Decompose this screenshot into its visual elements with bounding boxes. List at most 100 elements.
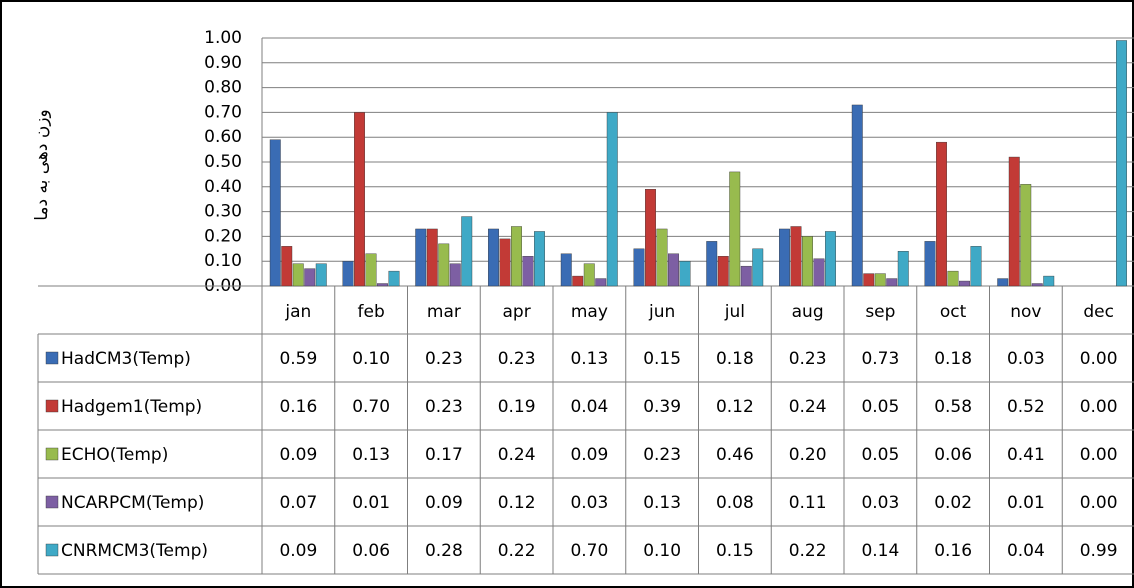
table-value: 0.13	[643, 493, 681, 513]
table-value: 0.16	[934, 541, 972, 561]
bar	[304, 268, 316, 287]
bar	[802, 236, 813, 287]
table-value: 0.03	[1007, 349, 1045, 369]
x-tick-label: apr	[503, 302, 531, 322]
table-value: 0.06	[352, 541, 390, 561]
bar	[438, 243, 450, 287]
bar	[886, 278, 898, 287]
table-value: 0.10	[643, 541, 681, 561]
legend-label: Hadgem1(Temp)	[61, 397, 202, 417]
bar	[1031, 283, 1043, 287]
table-value: 0.23	[425, 397, 463, 417]
bar	[897, 251, 909, 287]
x-tick-label: mar	[427, 302, 461, 322]
bar	[488, 228, 499, 287]
y-tick-label: 0.90	[204, 53, 242, 73]
bar	[449, 263, 461, 287]
table-value: 0.52	[1007, 397, 1045, 417]
bar	[365, 253, 377, 287]
x-tick-label: may	[571, 302, 608, 322]
table-value: 0.70	[570, 541, 608, 561]
bar	[292, 263, 304, 287]
table-value: 0.08	[716, 493, 754, 513]
x-tick-label: feb	[358, 302, 385, 322]
bar	[342, 261, 354, 287]
table-value: 0.03	[861, 493, 899, 513]
bar	[606, 112, 618, 287]
x-tick-label: sep	[865, 302, 895, 322]
table-value: 0.13	[570, 349, 608, 369]
bar	[388, 270, 400, 287]
table-value: 0.18	[934, 349, 972, 369]
bar	[790, 226, 802, 287]
bar	[752, 248, 764, 287]
bar	[706, 241, 718, 287]
legend-label: NCARPCM(Temp)	[61, 493, 204, 513]
table-value: 0.99	[1080, 541, 1118, 561]
bar	[959, 280, 970, 287]
bar	[281, 246, 293, 287]
y-tick-label: 0.60	[204, 127, 242, 147]
bar	[825, 231, 836, 287]
bar	[633, 248, 645, 287]
table-value: 0.09	[425, 493, 463, 513]
bar	[679, 261, 691, 287]
bar	[269, 139, 281, 287]
y-tick-label: 0.70	[204, 102, 242, 122]
table-value: 0.59	[279, 349, 317, 369]
y-tick-label: 0.30	[204, 202, 242, 222]
table-value: 0.23	[498, 349, 536, 369]
bar	[874, 273, 886, 287]
y-tick-label: 0.20	[204, 226, 242, 246]
legend-key	[45, 495, 59, 509]
table-value: 0.16	[279, 397, 317, 417]
bar	[645, 189, 656, 287]
legend-label: CNRMCM3(Temp)	[61, 541, 208, 561]
x-tick-label: jun	[648, 302, 675, 322]
bar	[354, 112, 365, 287]
legend-key	[45, 447, 59, 461]
table-value: 0.15	[716, 541, 754, 561]
bar	[740, 265, 752, 287]
x-tick-label: oct	[940, 302, 967, 322]
table-value: 0.02	[934, 493, 972, 513]
table-value: 0.07	[279, 493, 317, 513]
bar	[572, 275, 584, 287]
bar	[656, 228, 668, 287]
bar	[522, 256, 534, 287]
y-axis-title: وزن دهی به دما	[32, 109, 52, 221]
bar	[583, 263, 595, 287]
table-value: 0.05	[861, 445, 899, 465]
table-value: 0.06	[934, 445, 972, 465]
table-value: 0.01	[352, 493, 390, 513]
table-value: 0.11	[789, 493, 827, 513]
table-value: 0.04	[570, 397, 608, 417]
y-tick-label: 0.50	[204, 152, 242, 172]
table-value: 0.22	[498, 541, 536, 561]
bar	[1020, 184, 1032, 287]
table-value: 0.13	[352, 445, 390, 465]
y-tick-label: 0.10	[204, 251, 242, 271]
legend-key	[45, 351, 59, 365]
bar	[924, 241, 936, 287]
bar	[415, 228, 427, 287]
table-value: 0.24	[498, 445, 536, 465]
bar	[534, 231, 545, 287]
table-value: 0.23	[425, 349, 463, 369]
bar	[1043, 275, 1055, 287]
table-value: 0.17	[425, 445, 463, 465]
table-value: 0.58	[934, 397, 972, 417]
bar	[511, 226, 522, 287]
legend-key	[45, 543, 59, 557]
bar	[947, 270, 959, 287]
bar	[970, 246, 982, 287]
bar	[936, 141, 947, 287]
bar	[997, 278, 1009, 287]
table-value: 0.00	[1080, 349, 1118, 369]
table-value: 0.18	[716, 349, 754, 369]
table-value: 0.20	[789, 445, 827, 465]
table-value: 0.41	[1007, 445, 1045, 465]
bar	[717, 256, 729, 287]
